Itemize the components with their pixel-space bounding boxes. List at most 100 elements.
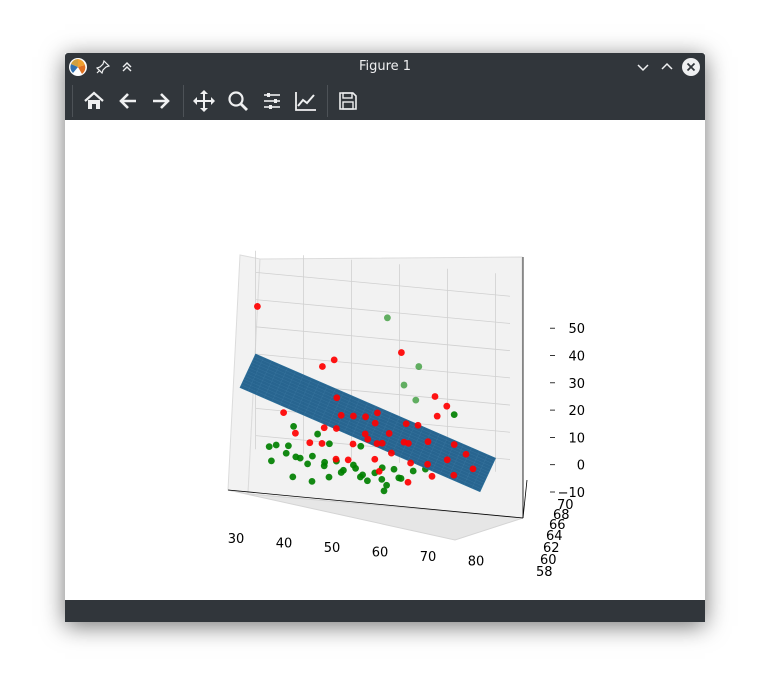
red-data-point	[398, 349, 405, 356]
red-data-point	[333, 425, 340, 432]
green-data-point	[290, 422, 297, 430]
x-axis-line	[227, 489, 524, 519]
plot-canvas[interactable]: 30 40 50 60 70 80 58 60 62 64 66 68 70 −10 0 10 20 30 40…	[65, 120, 705, 600]
y-tick-label: 70	[557, 498, 574, 513]
grid-line	[255, 299, 511, 324]
app-logo-icon	[68, 57, 88, 77]
red-data-point	[364, 435, 372, 443]
red-data-point	[292, 429, 299, 437]
keep-above-icon[interactable]	[117, 57, 137, 77]
maximize-icon[interactable]	[657, 57, 677, 77]
x-tick-label: 80	[468, 554, 485, 569]
navigation-toolbar	[65, 81, 705, 120]
red-data-point	[443, 402, 451, 410]
green-data-point	[380, 487, 388, 495]
green-data-point	[412, 396, 420, 404]
red-data-point	[361, 430, 369, 438]
red-data-point	[374, 409, 381, 417]
surface-mesh-line	[249, 367, 490, 473]
red-data-point	[388, 449, 395, 457]
red-data-point	[319, 363, 326, 370]
surface-mesh-line	[251, 362, 492, 467]
red-data-point	[373, 440, 381, 447]
green-data-point	[384, 314, 391, 322]
x-tick-label: 60	[372, 545, 389, 560]
green-data-point	[321, 458, 328, 466]
red-data-point	[404, 478, 412, 486]
red-data-point	[433, 412, 441, 420]
red-data-point	[431, 393, 439, 400]
figure-window: Figure 1	[65, 53, 705, 622]
grid-line	[255, 326, 511, 352]
red-data-point	[428, 472, 436, 480]
zoom-icon[interactable]	[224, 87, 252, 115]
minimize-icon[interactable]	[633, 57, 653, 77]
green-data-point	[409, 467, 417, 475]
green-data-point	[357, 473, 364, 481]
green-data-point	[326, 440, 333, 448]
green-data-point	[364, 477, 371, 485]
red-data-point	[450, 471, 458, 479]
red-data-point	[280, 409, 287, 417]
red-data-point	[337, 411, 345, 419]
red-data-point	[333, 394, 341, 402]
pan-icon[interactable]	[190, 87, 218, 115]
y-tick-label: 62	[543, 541, 560, 556]
green-data-point	[289, 473, 297, 481]
green-data-point	[272, 441, 280, 449]
toolbar-divider	[183, 85, 184, 117]
red-data-point	[424, 438, 432, 446]
red-data-point	[349, 440, 357, 448]
green-data-point	[400, 381, 408, 389]
save-icon[interactable]	[334, 87, 362, 115]
back-arrow-icon[interactable]	[114, 87, 142, 115]
home-icon[interactable]	[80, 87, 108, 115]
status-bar	[65, 600, 705, 622]
red-data-point	[469, 465, 477, 473]
edit-axis-icon[interactable]	[292, 87, 320, 115]
red-data-point	[378, 439, 386, 447]
green-data-point	[378, 475, 386, 483]
grid-line	[255, 272, 511, 297]
y-tick-label: 60	[540, 553, 557, 568]
red-data-point	[462, 450, 470, 458]
toolbar-divider	[72, 85, 73, 117]
green-data-point	[415, 363, 423, 370]
red-data-point	[320, 424, 328, 432]
window-title: Figure 1	[358, 59, 412, 74]
red-data-point	[330, 356, 338, 364]
green-data-point	[395, 474, 403, 482]
x-tick-label: 70	[420, 550, 437, 565]
floor-pane	[227, 489, 524, 541]
y-tick-label: 64	[546, 529, 563, 544]
red-data-point	[443, 456, 451, 464]
green-data-point	[285, 442, 292, 450]
configure-subplots-icon[interactable]	[258, 87, 286, 115]
close-icon[interactable]	[681, 57, 701, 77]
red-data-point	[407, 459, 414, 467]
red-data-point	[414, 421, 422, 429]
z-axis-ticks: −10 0 10 20 30 40 50	[550, 322, 585, 501]
surface-mesh-line	[245, 376, 486, 481]
z-tick-label: 40	[568, 350, 585, 365]
green-data-point	[268, 457, 275, 465]
red-data-point	[371, 455, 379, 463]
green-data-point	[383, 481, 390, 489]
red-data-point	[254, 303, 261, 310]
green-data-point	[304, 460, 311, 468]
pin-icon[interactable]	[93, 57, 113, 77]
x-tick-label: 30	[228, 532, 245, 547]
red-data-point	[450, 441, 458, 448]
red-data-point	[344, 456, 352, 464]
green-data-point	[282, 449, 290, 457]
red-data-point	[375, 467, 383, 475]
grid-line	[255, 353, 511, 379]
surface-mesh-line	[241, 384, 482, 490]
red-data-point	[318, 440, 326, 447]
z-tick-label: 20	[568, 404, 585, 419]
z-tick-label: 30	[568, 377, 585, 392]
forward-arrow-icon[interactable]	[147, 87, 175, 115]
red-data-point	[400, 438, 408, 446]
